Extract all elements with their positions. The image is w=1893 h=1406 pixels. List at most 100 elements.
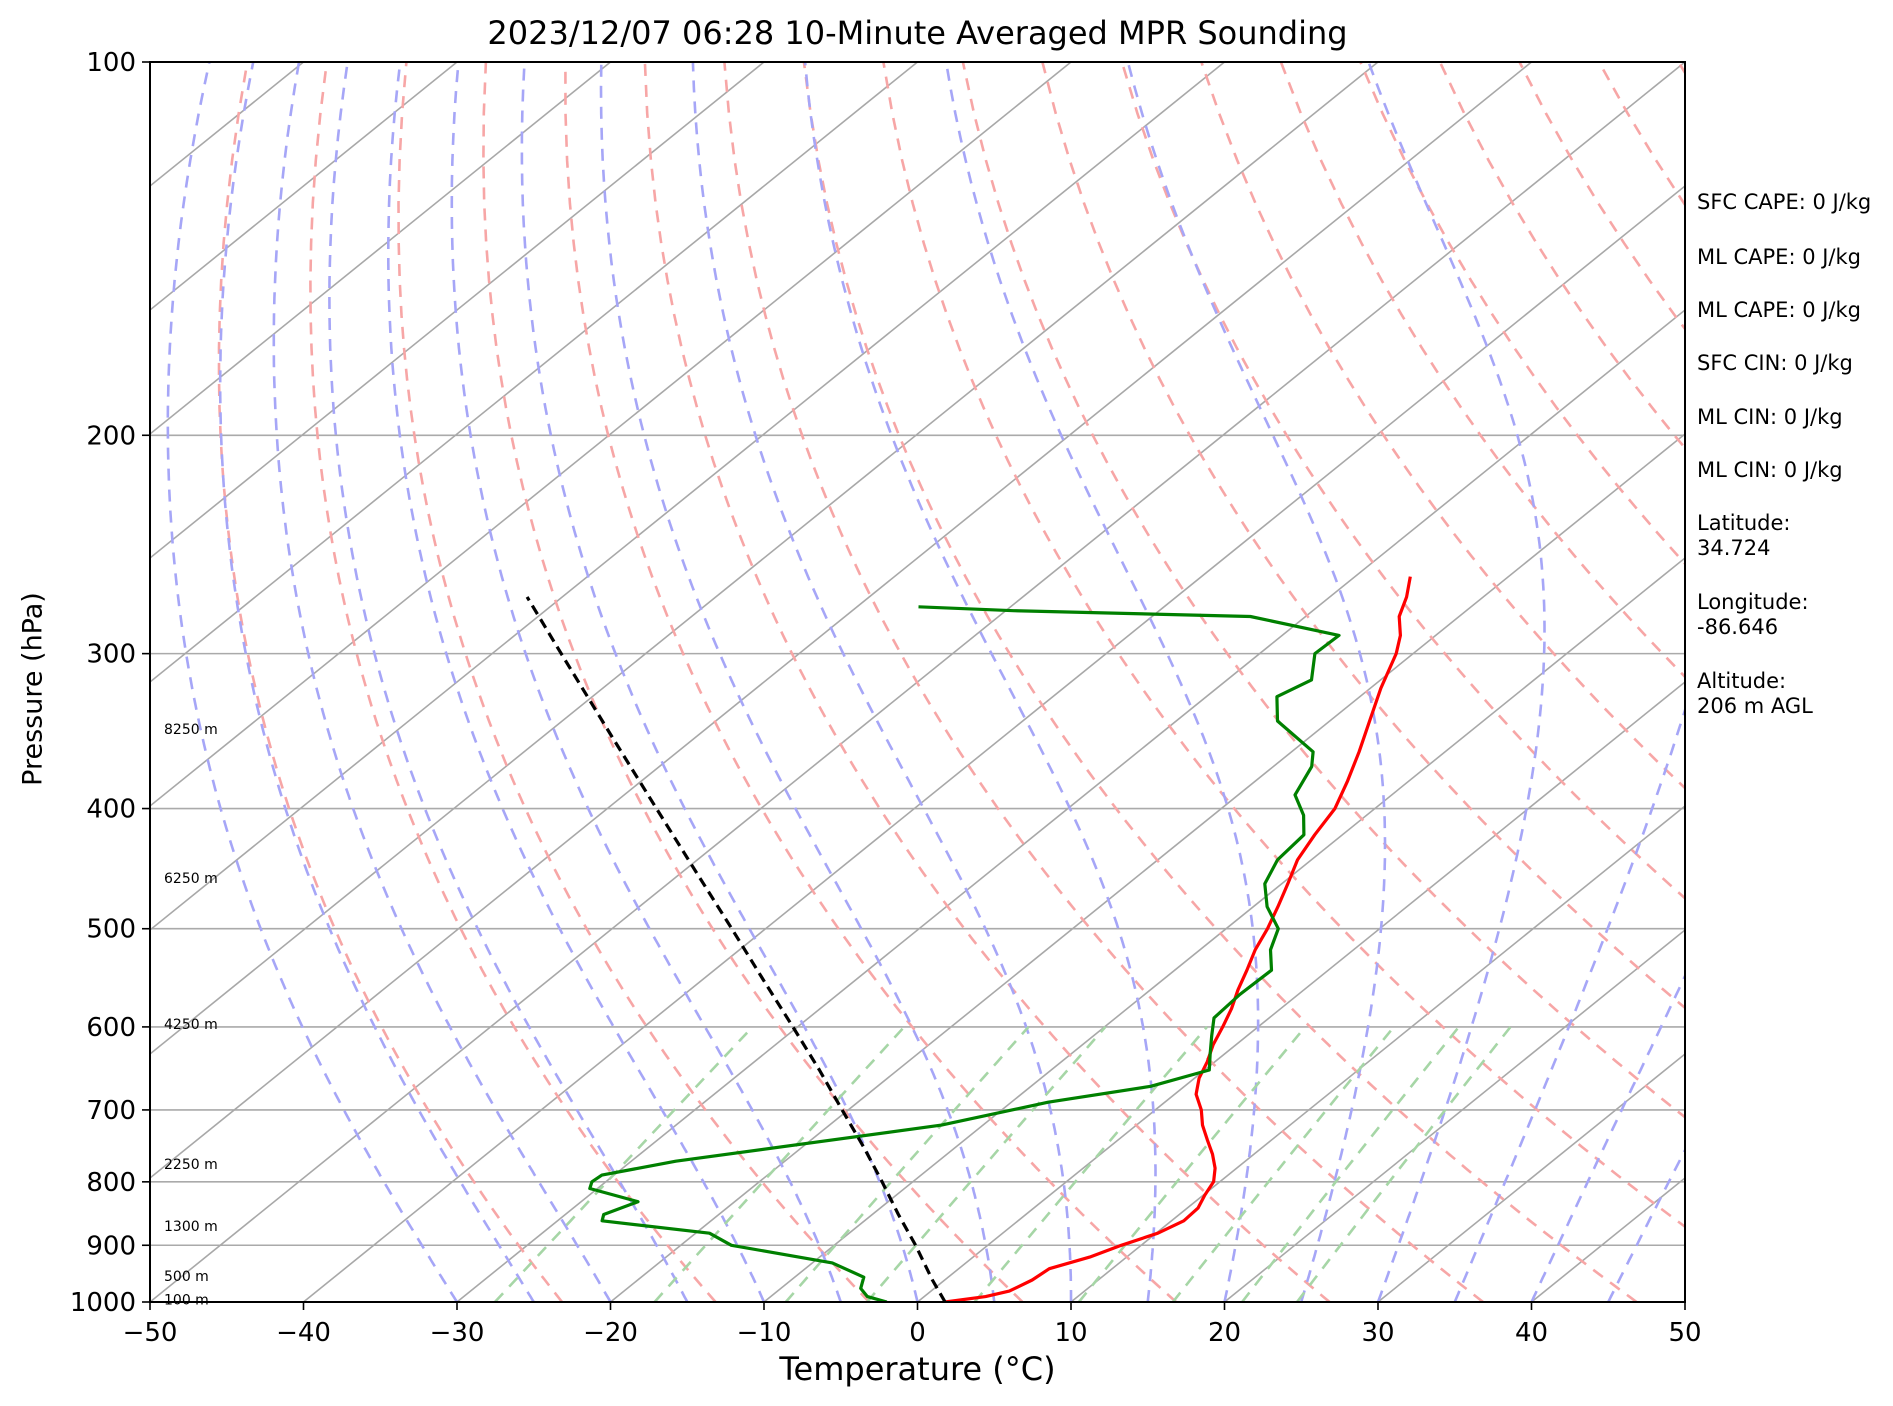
isotherm-line bbox=[1070, 804, 1685, 1302]
dry-adiabat-line bbox=[882, 62, 1685, 1229]
x-tick-label: 0 bbox=[909, 1318, 926, 1348]
dry-adiabat-line bbox=[217, 62, 564, 1302]
isotherm-line bbox=[609, 432, 1685, 1302]
mixing-ratio-line bbox=[1171, 1026, 1395, 1302]
dry-adiabat-line bbox=[482, 62, 1024, 1302]
height-label: 1300 m bbox=[164, 1219, 218, 1235]
moist-adiabat-line bbox=[1453, 62, 1685, 1302]
y-tick-label: 800 bbox=[86, 1168, 136, 1198]
dry-adiabat-line bbox=[1041, 62, 1685, 1010]
moist-adiabat-line bbox=[803, 62, 1157, 1302]
y-tick-label: 400 bbox=[86, 795, 136, 825]
isotherm-line bbox=[150, 62, 1533, 1180]
height-label: 2250 m bbox=[164, 1157, 218, 1173]
x-tick-label: 40 bbox=[1515, 1318, 1548, 1348]
info-line: Latitude: 34.724 bbox=[1697, 511, 1791, 560]
dry-adiabat-line bbox=[1200, 62, 1685, 790]
moist-adiabat-line bbox=[166, 62, 459, 1302]
info-line: ML CIN: 0 J/kg bbox=[1697, 458, 1843, 482]
moist-adiabat-line bbox=[272, 62, 612, 1302]
y-tick-label: 300 bbox=[86, 640, 136, 670]
height-label: 4250 m bbox=[164, 1017, 218, 1033]
info-line: ML CAPE: 0 J/kg bbox=[1697, 245, 1862, 269]
mixing-ratio-line bbox=[653, 1026, 906, 1302]
isotherm-line bbox=[150, 62, 612, 436]
moist-adiabat-line bbox=[387, 62, 766, 1302]
dry-adiabat-line bbox=[1120, 62, 1685, 900]
dry-adiabat-line bbox=[397, 62, 871, 1302]
moist-adiabat-line bbox=[599, 62, 996, 1302]
x-tick-label: 30 bbox=[1361, 1318, 1394, 1348]
y-tick-label: 600 bbox=[86, 1013, 136, 1043]
y-tick-label: 100 bbox=[86, 48, 136, 78]
x-tick-label: −20 bbox=[583, 1318, 638, 1348]
x-tick-label: −50 bbox=[123, 1318, 178, 1348]
isotherm-line bbox=[150, 62, 919, 684]
moist-adiabat-line bbox=[520, 62, 919, 1302]
mixing-ratio-line bbox=[1077, 1026, 1307, 1302]
y-tick-label: 900 bbox=[86, 1231, 136, 1261]
moist-adiabat-line bbox=[1126, 62, 1387, 1302]
x-tick-label: 20 bbox=[1208, 1318, 1241, 1348]
dry-adiabat-line bbox=[564, 62, 1177, 1302]
height-label: 8250 m bbox=[164, 722, 218, 738]
info-line: SFC CIN: 0 J/kg bbox=[1697, 351, 1853, 375]
dry-adiabat-line bbox=[1359, 62, 1685, 566]
data-lines bbox=[525, 576, 1412, 1302]
isotherm-line bbox=[150, 62, 765, 560]
height-labels: 8250 m 6250 m 4250 m 2250 m 1300 m 500 m 100 m bbox=[164, 722, 218, 1308]
x-tick-label: −10 bbox=[737, 1318, 792, 1348]
background-lines bbox=[150, 62, 1685, 1302]
y-tick-label: 200 bbox=[86, 421, 136, 451]
x-axis-label: Temperature (°C) bbox=[779, 1350, 1056, 1388]
dry-adiabat-line bbox=[1279, 62, 1685, 679]
dry-adiabat-line bbox=[723, 62, 1484, 1302]
x-tick-label: −30 bbox=[430, 1318, 485, 1348]
isotherm-line bbox=[763, 556, 1685, 1302]
isotherm-line bbox=[1377, 1052, 1685, 1302]
isotherm-line bbox=[1223, 928, 1685, 1302]
moist-adiabat-line bbox=[218, 62, 535, 1302]
x-tick-label: 50 bbox=[1668, 1318, 1701, 1348]
isotherm-line bbox=[150, 62, 1226, 932]
mixing-ratio-line bbox=[1295, 1026, 1512, 1302]
height-label: 500 m bbox=[164, 1269, 209, 1285]
isotherm-line bbox=[150, 62, 1072, 808]
y-tick-label: 1000 bbox=[70, 1288, 136, 1318]
height-label: 100 m bbox=[164, 1292, 209, 1308]
y-tick-label: 500 bbox=[86, 915, 136, 945]
mixing-ratio-line bbox=[1241, 1026, 1460, 1302]
info-line: Longitude: -86.646 bbox=[1697, 590, 1809, 639]
isotherm-line bbox=[302, 184, 1685, 1302]
info-line: SFC CAPE: 0 J/kg bbox=[1697, 190, 1872, 214]
mixing-ratio-line bbox=[784, 1026, 1030, 1302]
mixing-ratio-line bbox=[973, 1026, 1208, 1302]
moist-adiabat-line bbox=[1367, 62, 1546, 1302]
axes: −50 −40 −30 −20 −10 0 10 20 30 40 50 100 200 300 400 50… bbox=[70, 48, 1702, 1348]
temperature-line bbox=[944, 576, 1412, 1302]
dry-adiabat-line bbox=[961, 62, 1685, 1119]
chart-title: 2023/12/07 06:28 10-Minute Averaged MPR … bbox=[487, 14, 1348, 52]
dry-adiabat-line bbox=[309, 62, 717, 1302]
dry-adiabat-line bbox=[802, 62, 1638, 1302]
mixing-ratio-line bbox=[866, 1026, 1107, 1302]
moist-adiabat-line bbox=[328, 62, 689, 1302]
info-line: ML CIN: 0 J/kg bbox=[1697, 405, 1843, 429]
isotherm-line bbox=[150, 62, 458, 312]
moist-adiabat-line bbox=[450, 62, 843, 1302]
y-axis-label: Pressure (hPa) bbox=[17, 592, 49, 786]
moist-adiabat-line bbox=[691, 62, 1073, 1302]
isotherm-line bbox=[150, 62, 1379, 1056]
y-tick-label: 700 bbox=[86, 1096, 136, 1126]
info-line: Altitude: 206 m AGL bbox=[1697, 669, 1813, 718]
x-tick-label: 10 bbox=[1054, 1318, 1087, 1348]
height-label: 6250 m bbox=[164, 871, 218, 887]
x-tick-label: −40 bbox=[276, 1318, 331, 1348]
parcel-line bbox=[525, 596, 947, 1302]
isotherm-line bbox=[456, 308, 1685, 1302]
dewpoint-line bbox=[588, 605, 1341, 1302]
dry-adiabat-line bbox=[643, 62, 1331, 1302]
mixing-ratio-line bbox=[493, 1026, 754, 1302]
info-line: ML CAPE: 0 J/kg bbox=[1697, 298, 1862, 322]
